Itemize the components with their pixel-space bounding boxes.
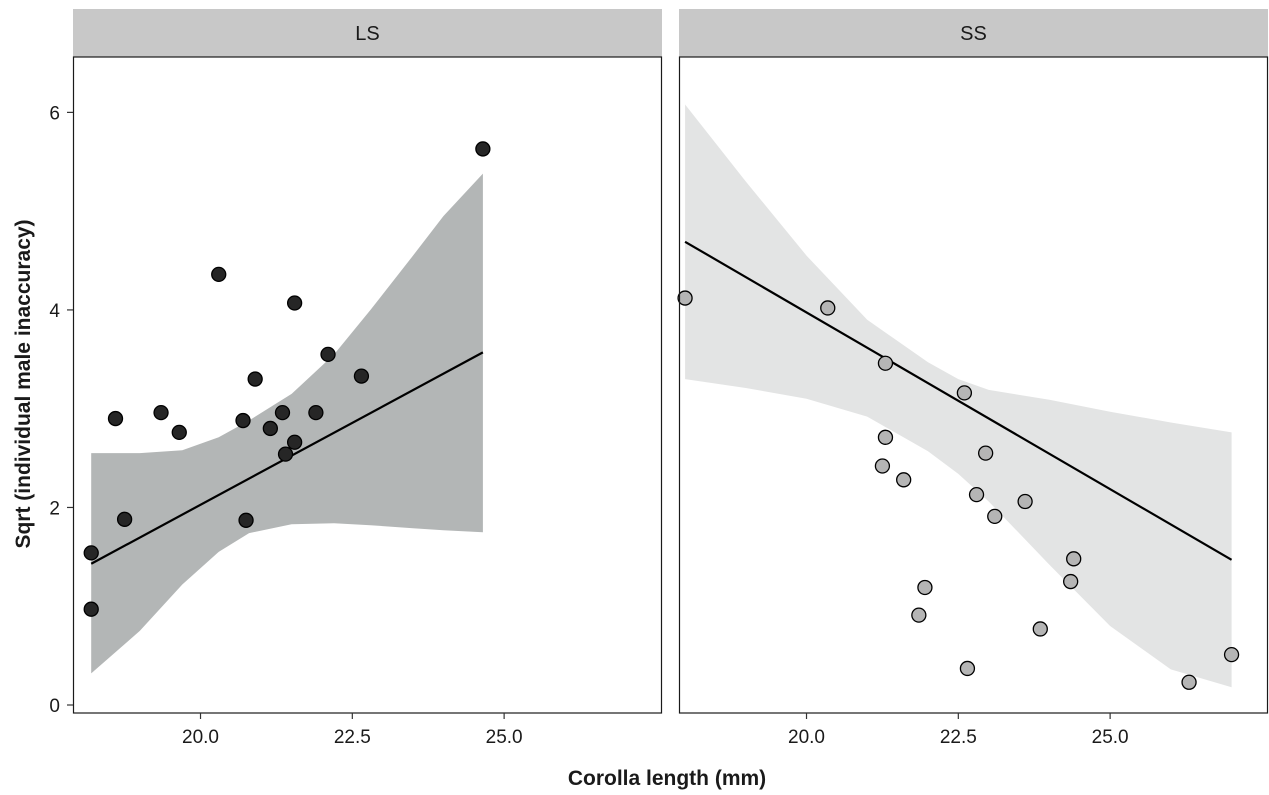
data-point xyxy=(1063,573,1079,590)
data-point xyxy=(353,368,370,384)
y-axis-title: Sqrt (individual male inaccuracy) xyxy=(12,219,35,548)
data-point xyxy=(247,371,263,387)
data-point xyxy=(153,404,169,421)
data-point xyxy=(262,420,278,437)
plot-panel-ls: 20.0 22.5 25.0 xyxy=(72,56,663,748)
facet-ss: SS 20.0 22.5 25.0 xyxy=(677,9,1269,748)
data-point xyxy=(917,579,933,596)
plot-panel-ss: 20.0 22.5 25.0 xyxy=(677,56,1269,748)
data-point xyxy=(877,429,894,445)
x-tick-label: 22.5 xyxy=(940,727,977,748)
data-point xyxy=(475,141,491,157)
x-tick-label: 25.0 xyxy=(486,727,523,748)
data-point xyxy=(1066,551,1082,567)
x-tick-label: 22.5 xyxy=(334,727,371,748)
data-point xyxy=(1017,493,1033,510)
data-point xyxy=(320,346,336,363)
data-point xyxy=(238,512,254,528)
data-point xyxy=(956,385,973,401)
data-point xyxy=(977,445,994,461)
data-point xyxy=(286,434,303,450)
data-point xyxy=(107,410,124,427)
y-tick-label: 6 xyxy=(49,103,60,124)
data-point xyxy=(820,300,836,316)
data-point xyxy=(83,601,99,617)
data-point xyxy=(968,486,985,503)
facet-ls: LS 20.0 22.5 25.0 xyxy=(72,9,663,748)
x-tick-label: 20.0 xyxy=(788,727,825,748)
data-point xyxy=(896,472,912,488)
data-point xyxy=(677,290,693,306)
facet-strip-label-ss: SS xyxy=(960,23,987,45)
data-point xyxy=(277,446,294,462)
data-point xyxy=(83,545,99,561)
data-point xyxy=(116,511,133,527)
panel-border xyxy=(678,56,1269,714)
data-point xyxy=(274,404,291,421)
data-point xyxy=(959,660,976,677)
data-point xyxy=(987,508,1003,525)
y-tick-label: 4 xyxy=(49,301,60,322)
x-tick-label: 25.0 xyxy=(1092,727,1129,748)
data-point xyxy=(308,404,324,421)
data-point xyxy=(286,295,303,311)
data-point xyxy=(1032,621,1048,637)
data-point xyxy=(1181,674,1197,690)
x-tick-label: 20.0 xyxy=(182,727,219,748)
data-point xyxy=(911,607,927,623)
data-point xyxy=(171,424,187,441)
panel-border xyxy=(72,56,663,714)
data-point xyxy=(874,458,891,474)
y-tick-label: 2 xyxy=(49,498,60,519)
regression-line xyxy=(684,240,1233,561)
data-point xyxy=(877,355,894,371)
confidence-band xyxy=(91,173,483,674)
facet-strip-label-ls: LS xyxy=(355,23,379,45)
data-point xyxy=(211,266,227,283)
facet-strip-ss xyxy=(679,9,1268,57)
data-point xyxy=(1223,646,1240,663)
x-axis-title: Corolla length (mm) xyxy=(568,767,766,790)
y-tick-label: 0 xyxy=(49,696,60,717)
facet-strip-ls xyxy=(73,9,662,57)
y-axis: 0 2 4 6 xyxy=(49,103,73,717)
data-point xyxy=(235,412,251,429)
